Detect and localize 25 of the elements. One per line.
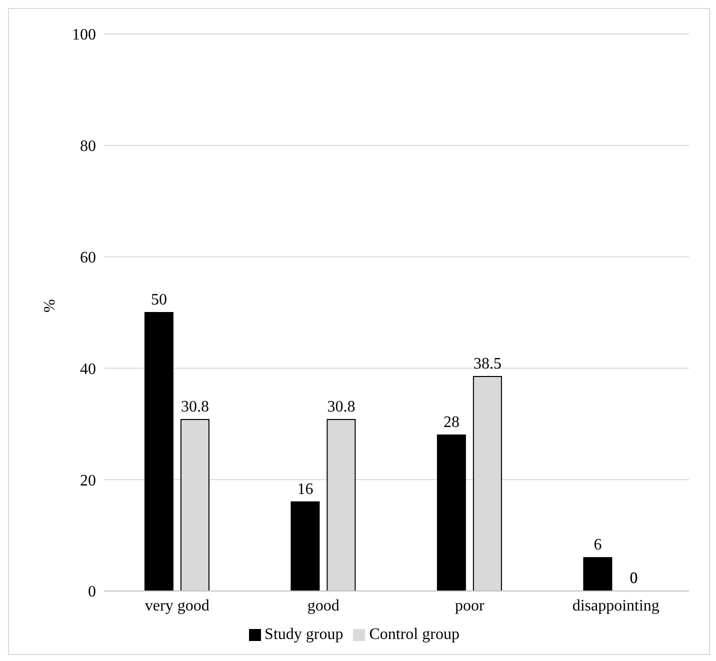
bar: [436, 434, 466, 591]
y-tick-label: 40: [80, 360, 96, 378]
data-label: 6: [594, 536, 602, 554]
legend-label: Control group: [369, 626, 460, 643]
data-label: 30.8: [327, 398, 356, 416]
x-tick-label: poor: [454, 597, 485, 614]
data-label: 28: [443, 414, 460, 432]
data-label: 50: [150, 292, 167, 308]
bar: [583, 557, 612, 591]
x-tick-label: good: [307, 597, 340, 614]
data-label: 0: [630, 570, 638, 587]
x-tick-label: disappointing: [572, 597, 660, 614]
y-tick-label: 20: [80, 472, 96, 490]
bar: [144, 312, 174, 591]
y-tick-label: 100: [72, 26, 96, 44]
y-tick-label: 80: [80, 138, 96, 156]
bar: [290, 501, 320, 591]
legend-label: Study group: [264, 626, 344, 643]
data-label: 38.5: [473, 356, 502, 373]
x-tick-label: very good: [144, 597, 210, 614]
y-axis-title: %: [42, 299, 59, 312]
data-label: 30.8: [180, 398, 209, 416]
y-tick-label: 0: [88, 584, 96, 601]
data-label: 16: [297, 480, 314, 498]
y-tick-label: 60: [80, 249, 96, 266]
